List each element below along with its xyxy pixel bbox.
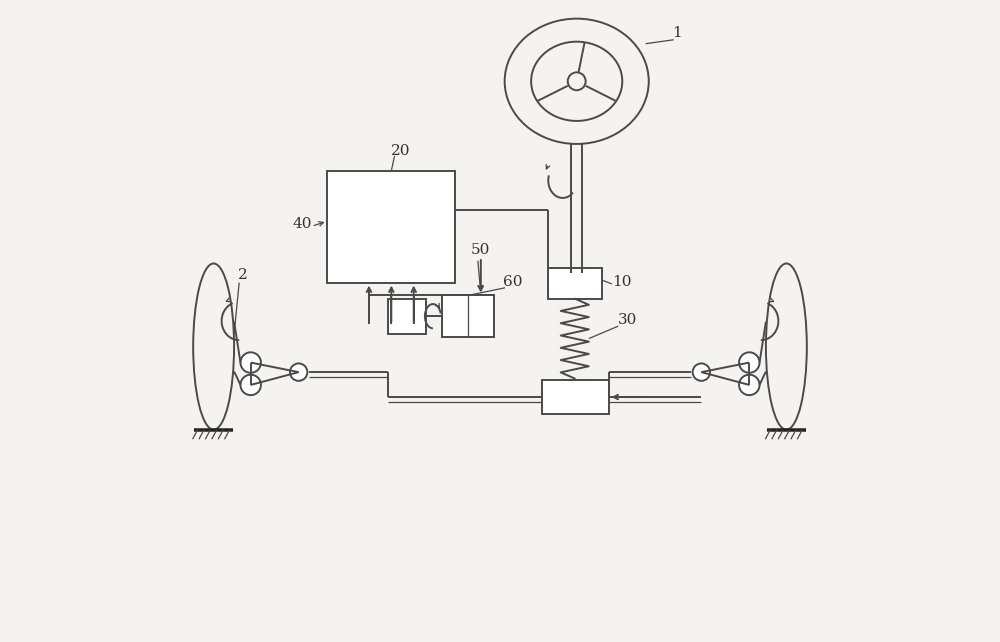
Circle shape bbox=[693, 363, 710, 381]
Circle shape bbox=[568, 73, 586, 91]
Ellipse shape bbox=[766, 263, 807, 429]
Bar bbox=[442, 295, 494, 337]
Text: 30: 30 bbox=[618, 313, 638, 327]
Circle shape bbox=[240, 375, 261, 395]
Text: 10: 10 bbox=[612, 275, 631, 289]
Text: 60: 60 bbox=[503, 275, 523, 289]
Circle shape bbox=[739, 375, 760, 395]
Bar bbox=[548, 268, 602, 299]
Text: 40: 40 bbox=[292, 217, 312, 231]
Circle shape bbox=[739, 352, 760, 373]
Ellipse shape bbox=[505, 19, 649, 144]
Ellipse shape bbox=[193, 263, 234, 429]
Text: 20: 20 bbox=[391, 144, 411, 158]
Ellipse shape bbox=[531, 42, 622, 121]
Text: 2: 2 bbox=[238, 268, 248, 282]
Text: 50: 50 bbox=[471, 243, 491, 257]
Circle shape bbox=[240, 352, 261, 373]
Text: 1: 1 bbox=[673, 26, 682, 40]
Bar bbox=[327, 171, 455, 282]
Bar bbox=[388, 299, 426, 334]
Circle shape bbox=[290, 363, 307, 381]
Bar bbox=[542, 381, 609, 413]
